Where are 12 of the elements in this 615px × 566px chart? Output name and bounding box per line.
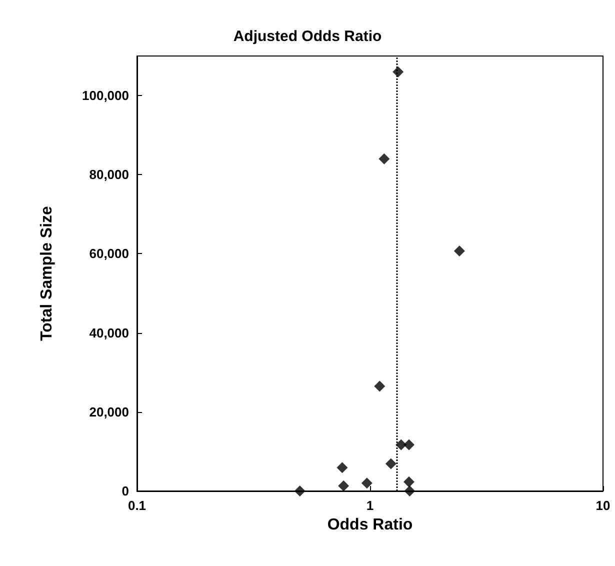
y-tick-label: 0 bbox=[122, 484, 129, 498]
x-tick-label: 1 bbox=[366, 498, 374, 513]
x-axis-title: Odds Ratio bbox=[327, 516, 413, 534]
y-tick-label: 40,000 bbox=[89, 325, 129, 340]
y-tick-label: 80,000 bbox=[89, 167, 129, 182]
x-tick-label: 0.1 bbox=[128, 498, 146, 513]
y-tick-label: 100,000 bbox=[82, 88, 129, 104]
y-tick-label: 20,000 bbox=[89, 404, 129, 420]
y-tick-label: 60,000 bbox=[89, 246, 129, 262]
x-tick-label: 10 bbox=[596, 498, 610, 513]
chart-title: Adjusted Odds Ratio bbox=[233, 28, 382, 45]
y-axis-title: Total Sample Size bbox=[38, 206, 56, 341]
